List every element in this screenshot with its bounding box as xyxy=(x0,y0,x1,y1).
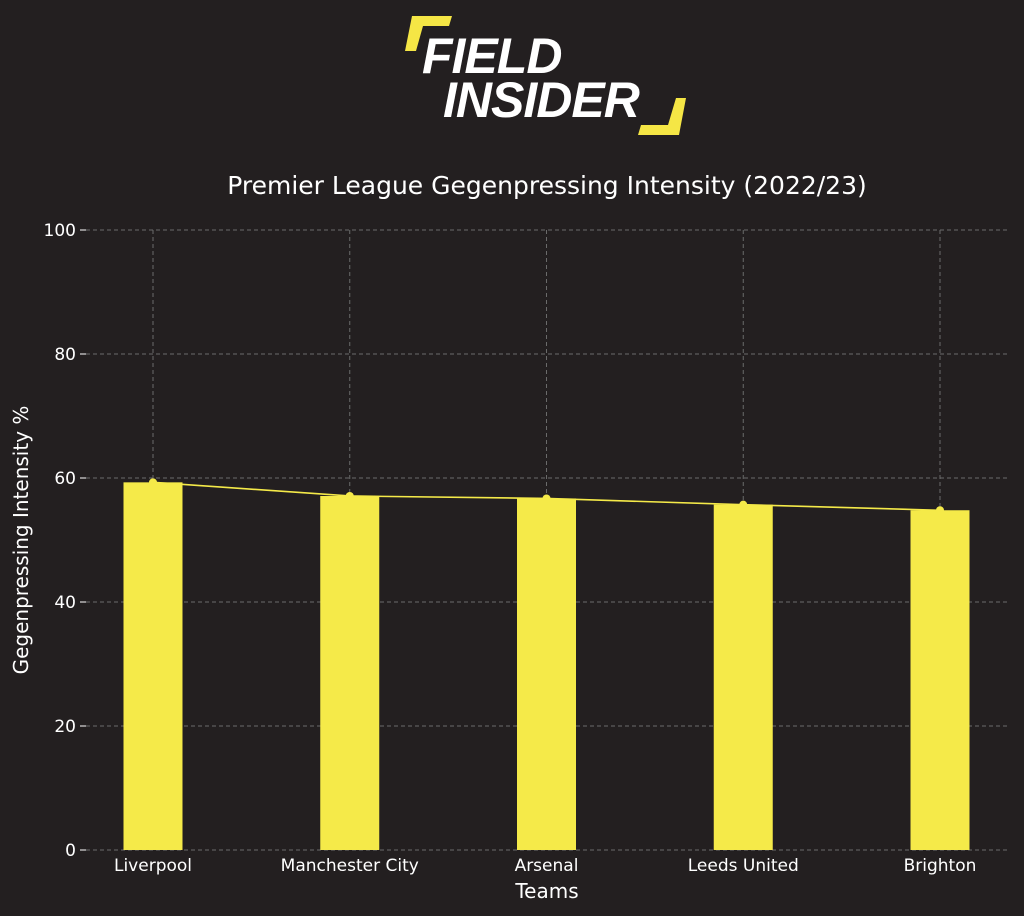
trend-point xyxy=(739,500,748,509)
bar-liverpool xyxy=(123,482,183,850)
y-axis-label: Gegenpressing Intensity % xyxy=(9,406,33,675)
y-tick-label: 80 xyxy=(54,345,76,365)
bar-leeds-united xyxy=(713,504,773,850)
chart-title: Premier League Gegenpressing Intensity (… xyxy=(227,171,867,200)
x-tick-label: Leeds United xyxy=(688,856,799,876)
trend-point xyxy=(149,478,157,487)
logo-line-1: FIELD xyxy=(422,28,561,84)
trend-line xyxy=(149,478,944,515)
y-tick-label: 40 xyxy=(54,593,76,613)
logo-bracket-bottom-right xyxy=(638,98,686,135)
bar-arsenal xyxy=(517,498,576,850)
y-tick-label: 60 xyxy=(54,469,76,489)
y-tick-label: 100 xyxy=(44,221,76,241)
logo-line-2: INSIDER xyxy=(443,72,640,128)
x-tick-label: Brighton xyxy=(904,856,977,876)
x-tick-label: Liverpool xyxy=(114,856,192,876)
y-tick-label: 20 xyxy=(54,717,76,737)
x-tick-labels: Liverpool Manchester City Arsenal Leeds Uni… xyxy=(114,856,976,876)
trend-point xyxy=(345,491,354,500)
bars xyxy=(123,482,970,850)
logo-bracket-top-left xyxy=(405,16,452,51)
bar-manchester-city xyxy=(320,495,380,850)
y-tick-label: 0 xyxy=(65,841,76,861)
bar-brighton xyxy=(910,510,970,850)
y-tick-labels: 0 20 40 60 80 100 xyxy=(44,221,86,861)
field-insider-logo: FIELD INSIDER xyxy=(405,16,686,135)
x-axis-label: Teams xyxy=(514,879,578,903)
x-tick-label: Arsenal xyxy=(515,856,579,876)
x-tick-label: Manchester City xyxy=(281,856,419,876)
trend-point xyxy=(936,506,944,515)
trend-point xyxy=(542,494,551,503)
